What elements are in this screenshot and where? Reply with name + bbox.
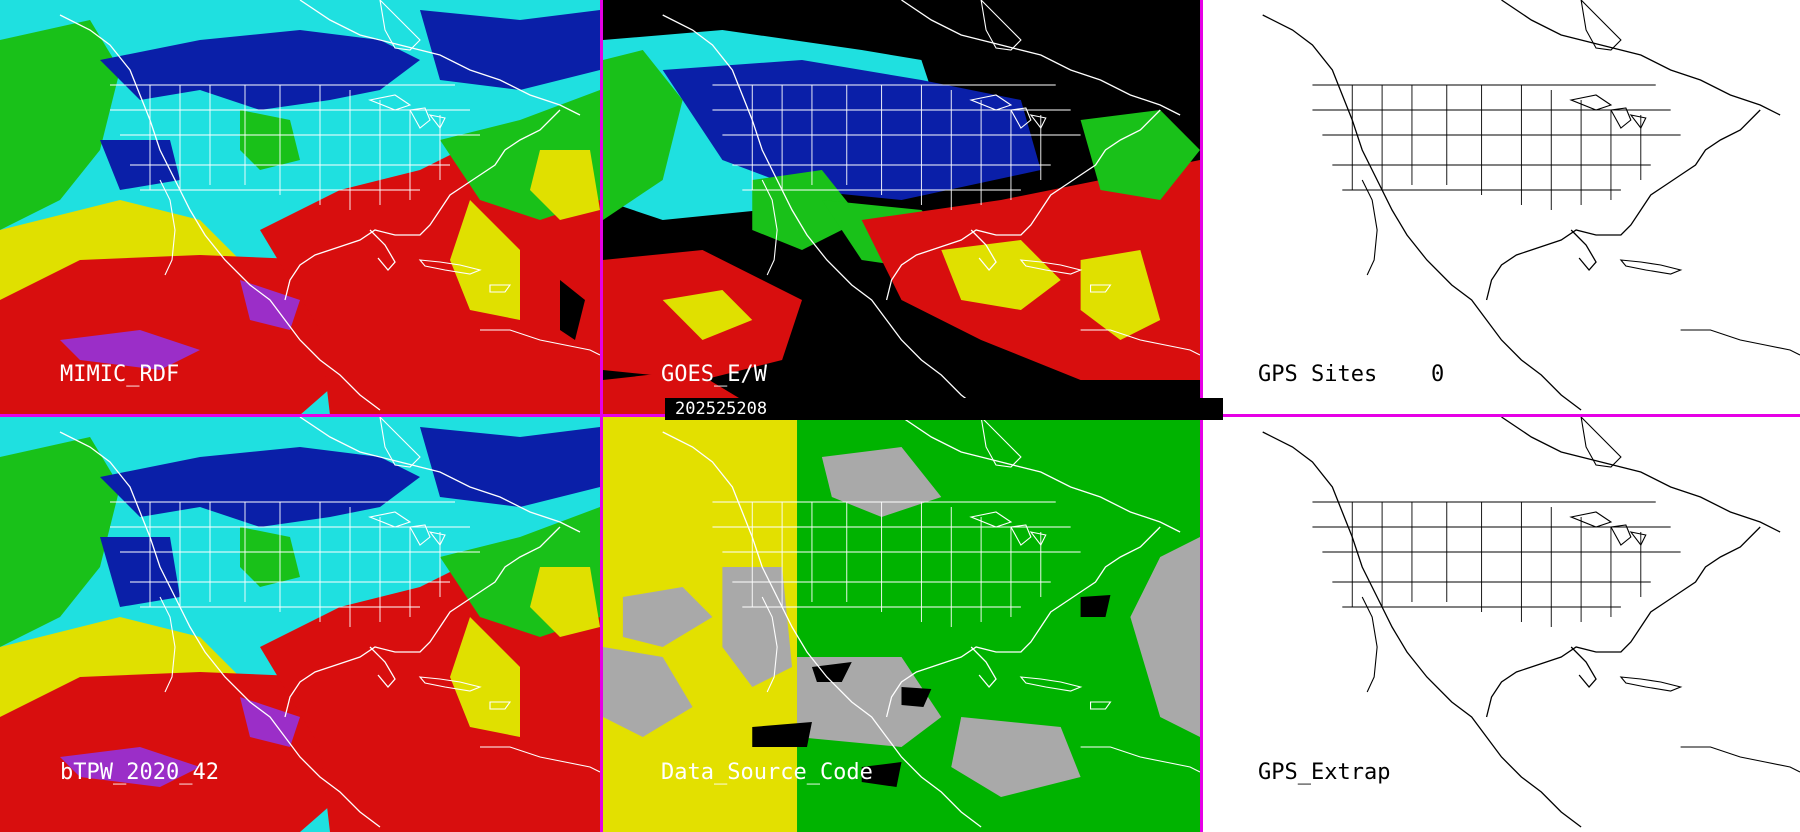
tpw-field-map	[0, 0, 600, 415]
panel-gps-extrap: GPS_Extrap	[1203, 417, 1800, 832]
data-source-map	[603, 417, 1200, 832]
panel-mimic-label: MIMIC_RDF	[60, 362, 180, 387]
date-stamp: 202525208	[665, 398, 1223, 420]
panel-gps-extrap-label: GPS_Extrap	[1258, 760, 1391, 785]
panel-goes: GOES_E/W	[603, 0, 1200, 415]
panel-mimic-rdf: MIMIC_RDF	[0, 0, 600, 415]
btpw-field-map	[0, 417, 600, 832]
panel-btpw: bTPW_2020_42	[0, 417, 600, 832]
panel-data-source-code: Data_Source_Code	[603, 417, 1200, 832]
gps-sites-map	[1262, 0, 1800, 411]
panel-btpw-label: bTPW_2020_42	[60, 760, 219, 785]
panel-data-source-label: Data_Source_Code	[661, 760, 873, 785]
gps-sites-count: 0	[1431, 362, 1445, 387]
panel-goes-label: GOES_E/W	[661, 362, 767, 387]
goes-tpw-map	[603, 0, 1200, 415]
panel-gps-sites: GPS Sites 0	[1203, 0, 1800, 415]
panel-gps-sites-label: GPS Sites	[1258, 362, 1378, 387]
gps-extrap-map	[1262, 417, 1800, 828]
